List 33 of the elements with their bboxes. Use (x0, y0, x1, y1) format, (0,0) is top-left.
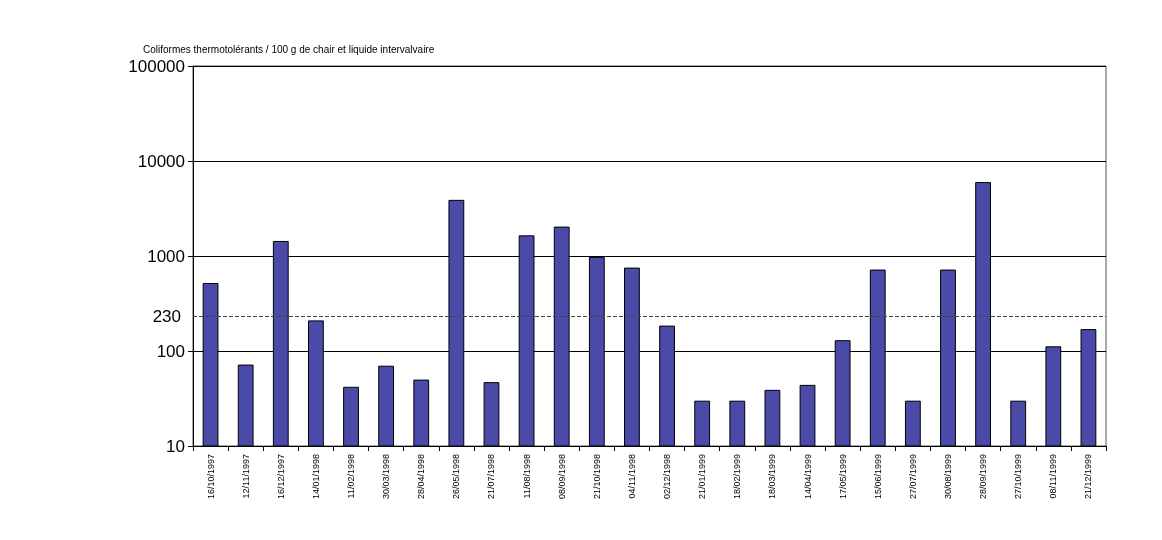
x-tick-label: 21/10/1998 (591, 454, 602, 500)
y-tick-label: 1000 (147, 246, 185, 266)
x-tick-label: 08/09/1998 (556, 454, 567, 500)
x-tick-label: 14/04/1999 (802, 454, 813, 500)
x-tick-label: 17/05/1999 (837, 454, 848, 500)
x-tick-label: 15/06/1999 (872, 454, 883, 500)
x-tick-label: 16/10/1997 (205, 454, 216, 500)
x-tick-label: 27/07/1999 (907, 454, 918, 500)
x-tick-label: 27/10/1999 (1013, 454, 1024, 500)
x-tick-label: 08/11/1999 (1048, 454, 1059, 499)
y-axis-title: Coliformes thermotolérants / 100 g de chair et liquide intervalvaire (143, 43, 435, 55)
y-tick-label: 100 (156, 341, 185, 361)
x-tick-label: 16/12/1997 (275, 454, 286, 500)
x-tick-label: 30/03/1998 (381, 454, 392, 500)
x-tick-label: 28/04/1998 (416, 454, 427, 500)
x-tick-label: 21/12/1999 (1083, 454, 1094, 500)
x-tick-label: 14/01/1998 (310, 454, 321, 500)
x-tick-label: 26/05/1998 (451, 454, 462, 500)
x-tick-label: 11/02/1998 (346, 454, 357, 499)
x-tick-label: 18/02/1999 (732, 454, 743, 500)
x-tick-label: 11/08/1998 (521, 454, 532, 499)
x-tick-label: 21/01/1999 (697, 454, 708, 500)
y-tick-label: 100000 (128, 56, 185, 76)
x-tick-label: 18/03/1999 (767, 454, 778, 500)
x-tick-label: 28/09/1999 (978, 454, 989, 500)
ref-line-label: 230 (152, 307, 181, 327)
x-tick-label: 12/11/1997 (240, 454, 251, 499)
x-tick-label: 30/08/1999 (942, 454, 953, 500)
y-tick-label: 10000 (137, 151, 185, 171)
y-tick-label: 10 (166, 436, 185, 456)
x-tick-label: 21/07/1998 (486, 454, 497, 500)
x-tick-label: 02/12/1998 (662, 454, 673, 500)
x-tick-label: 04/11/1998 (626, 454, 637, 499)
